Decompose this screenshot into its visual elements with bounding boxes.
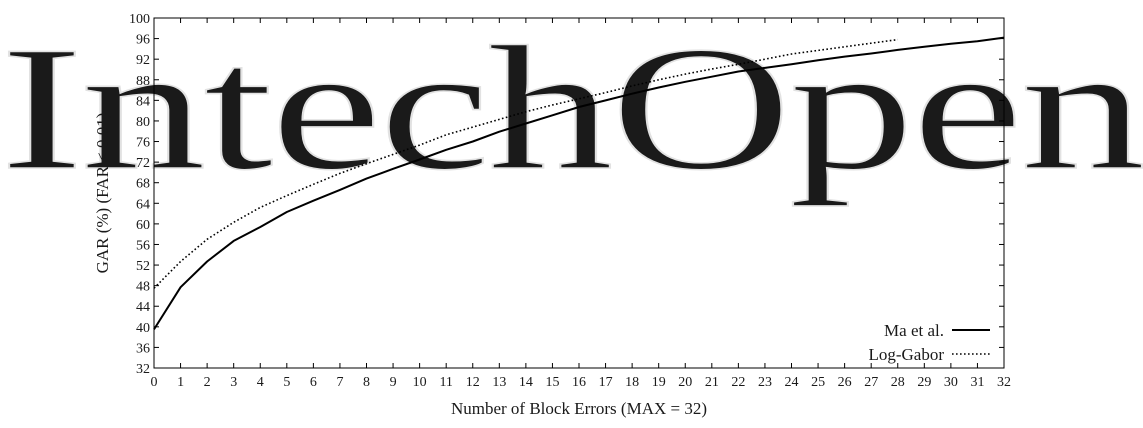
y-tick-label: 40: [136, 321, 150, 336]
x-tick-label: 13: [492, 375, 506, 390]
x-tick-label: 4: [257, 375, 264, 390]
y-tick-label: 52: [136, 259, 150, 274]
x-tick-label: 31: [970, 375, 984, 390]
x-tick-label: 8: [363, 375, 370, 390]
x-tick-label: 0: [151, 375, 158, 390]
series-layer: [153, 36, 1005, 330]
x-axis-title: Number of Block Errors (MAX = 32): [451, 399, 707, 418]
y-tick-label: 60: [136, 218, 150, 233]
y-tick-label: 96: [136, 33, 150, 48]
x-tick-label: 27: [864, 375, 878, 390]
x-tick-label: 30: [944, 375, 958, 390]
x-tick-label: 12: [466, 375, 480, 390]
x-tick-label: 2: [204, 375, 211, 390]
x-tick-label: 28: [891, 375, 905, 390]
x-tick-label: 14: [519, 375, 533, 390]
y-tick-label: 32: [136, 362, 150, 377]
watermark-logo: IntechOpen: [0, 9, 1143, 207]
y-tick-label: 88: [136, 74, 150, 89]
x-tick-label: 29: [917, 375, 931, 390]
x-tick-label: 6: [310, 375, 317, 390]
legend-label-1: Ma et al.: [884, 321, 944, 340]
y-tick-label: 80: [136, 115, 150, 130]
y-tick-label: 68: [136, 177, 150, 192]
x-tick-label: 7: [336, 375, 343, 390]
x-tick-label: 20: [678, 375, 692, 390]
x-tick-label: 9: [390, 375, 397, 390]
legend-label-2: Log-Gabor: [868, 345, 944, 364]
x-tick-label: 24: [785, 375, 799, 390]
x-tick-label: 22: [731, 375, 745, 390]
series-line-2: [153, 38, 898, 289]
x-tick-label: 16: [572, 375, 586, 390]
legend: Ma et al. Log-Gabor: [868, 321, 990, 364]
x-tick-label: 17: [599, 375, 613, 390]
y-axis-title: GAR (%) (FAR < 0.01): [93, 113, 112, 274]
y-tick-label: 44: [136, 300, 150, 315]
series-line-1: [153, 36, 1005, 330]
x-tick-label: 15: [545, 375, 559, 390]
x-tick-label: 26: [838, 375, 852, 390]
y-tick-label: 92: [136, 53, 150, 68]
y-tick-label: 84: [136, 94, 150, 109]
y-tick-label: 36: [136, 341, 150, 356]
x-tick-label: 19: [652, 375, 666, 390]
y-tick-label: 56: [136, 238, 150, 253]
x-tick-label: 25: [811, 375, 825, 390]
x-tick-label: 1: [177, 375, 184, 390]
x-tick-label: 3: [230, 375, 237, 390]
y-tick-label: 72: [136, 156, 150, 171]
x-tick-label: 23: [758, 375, 772, 390]
x-tick-label: 18: [625, 375, 639, 390]
y-tick-label: 76: [136, 136, 150, 151]
y-tick-label: 64: [136, 197, 150, 212]
y-tick-label: 100: [129, 12, 150, 27]
y-tick-label: 48: [136, 280, 150, 295]
x-tick-label: 5: [283, 375, 290, 390]
x-tick-label: 21: [705, 375, 719, 390]
x-tick-label: 32: [997, 375, 1011, 390]
x-tick-label: 10: [413, 375, 427, 390]
x-tick-label: 11: [439, 375, 452, 390]
